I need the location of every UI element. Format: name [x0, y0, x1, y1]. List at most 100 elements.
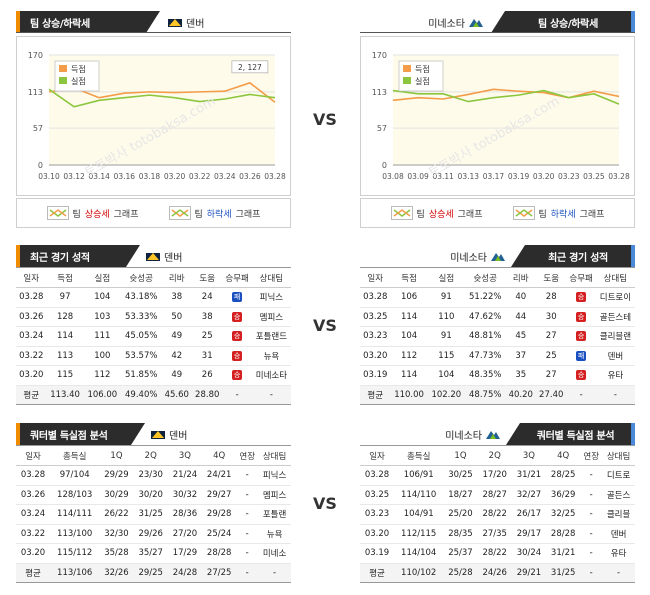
rise-suffix: 그래프	[113, 209, 139, 220]
table-cell: 30/24	[511, 543, 547, 564]
table-cell: 03.19	[360, 365, 391, 386]
legend-swatch	[59, 65, 67, 72]
opponent-link[interactable]: 디트로이	[595, 287, 635, 308]
table-cell: -	[236, 485, 259, 505]
denver-logo-icon	[168, 19, 182, 27]
table-cell: 25/24	[202, 524, 237, 544]
left-legend-bar: 팀 상승세 그래프 팀 하락세 그래프	[16, 198, 291, 228]
column-header: 승무패	[222, 267, 252, 288]
table-cell: 111	[83, 326, 121, 347]
table-cell: 03.20	[16, 365, 47, 386]
opponent-link[interactable]: 피닉스	[251, 287, 291, 308]
table-cell: 114	[390, 365, 428, 386]
table-row: 03.28 106 91 51.22% 40 28 승 디트로이	[360, 287, 635, 308]
x-tick-label: 03.09	[407, 172, 429, 181]
x-tick-label: 03.22	[189, 172, 211, 181]
table-cell: 97/104	[50, 465, 100, 486]
vs-label-middle: VS	[313, 316, 337, 335]
table-cell: 37	[505, 346, 536, 366]
average-cell: -	[251, 385, 291, 405]
opponent-link[interactable]: 디트로	[602, 465, 635, 486]
opponent-link[interactable]: 뉴욕	[258, 524, 291, 544]
table-cell: 30/25	[443, 465, 478, 486]
win-badge: 승	[576, 311, 587, 322]
x-tick-label: 03.25	[583, 172, 605, 181]
y-tick-label: 170	[372, 51, 387, 60]
x-tick-label: 03.24	[214, 172, 236, 181]
opponent-link[interactable]: 포틀랜	[258, 504, 291, 525]
right-team-name: 미네소타	[450, 252, 487, 264]
table-cell: 28/25	[546, 465, 581, 486]
x-tick-label: 03.12	[63, 172, 85, 181]
opponent-link[interactable]: 피닉스	[258, 465, 291, 486]
left-team-name: 덴버	[164, 252, 183, 264]
opponent-link[interactable]: 미네소	[258, 543, 291, 564]
y-tick-label: 0	[38, 161, 43, 170]
opponent-link[interactable]: 유타	[602, 543, 635, 564]
opponent-link[interactable]: 포틀랜드	[251, 326, 291, 347]
table-cell: 31	[191, 346, 223, 366]
opponent-link[interactable]: 골든스	[602, 485, 635, 505]
table-cell: 26	[191, 365, 223, 386]
average-cell: -	[595, 385, 635, 405]
rise-suffix: 그래프	[457, 209, 483, 220]
x-tick-label: 03.13	[458, 172, 480, 181]
table-header-row: 일자 득점 실점 슛성공 리바 도움 승무패 상대팀	[16, 267, 291, 288]
average-cell: 31/25	[546, 563, 581, 583]
table-cell: 24/21	[202, 465, 237, 486]
rise-graph-icon	[390, 206, 413, 220]
column-header: 일자	[360, 445, 395, 466]
table-cell: 03.25	[360, 307, 391, 327]
opponent-link[interactable]: 뉴욕	[251, 346, 291, 366]
table-cell: 25	[535, 346, 567, 366]
table-cell: 112/115	[394, 524, 444, 544]
table-cell: 25	[191, 326, 223, 347]
table-cell: 47.73%	[464, 346, 506, 366]
table-cell: 25/20	[443, 504, 478, 525]
table-cell: 32/30	[99, 524, 134, 544]
opponent-link[interactable]: 멤피스	[258, 485, 291, 505]
table-cell: 104	[390, 326, 428, 347]
opponent-link[interactable]: 골든스테	[595, 307, 635, 327]
column-header: 3Q	[167, 445, 203, 466]
table-cell: 112	[390, 346, 428, 366]
column-header: 슛성공	[120, 267, 162, 288]
opponent-link[interactable]: 클리블랜	[595, 326, 635, 347]
legend-label: 실점	[71, 76, 86, 86]
column-header: 도움	[191, 267, 223, 288]
table-cell: 48.35%	[464, 365, 506, 386]
table-cell: 28/35	[443, 524, 478, 544]
loss-badge: 패	[232, 292, 243, 303]
result-cell: 승	[566, 365, 596, 386]
opponent-link[interactable]: 덴버	[602, 524, 635, 544]
average-cell: 29/21	[511, 563, 547, 583]
opponent-link[interactable]: 미네소타	[251, 365, 291, 386]
table-cell: 27	[535, 326, 567, 347]
table-cell: 49	[161, 365, 192, 386]
opponent-link[interactable]: 멤피스	[251, 307, 291, 327]
table-cell: 38	[191, 307, 223, 327]
table-cell: -	[580, 543, 603, 564]
right-recent-table: 일자 득점 실점 슛성공 리바 도움 승무패 상대팀 03.28 106 91 51.22% 40 28 승…	[360, 267, 635, 405]
table-cell: 03.26	[16, 485, 51, 505]
column-header: 상대팀	[258, 445, 291, 466]
opponent-link[interactable]: 클리블	[602, 504, 635, 525]
minnesota-logo-icon	[491, 253, 505, 261]
table-cell: 21/24	[167, 465, 203, 486]
table-cell: 103	[83, 307, 121, 327]
opponent-link[interactable]: 유타	[595, 365, 635, 386]
rise-word: 상승세	[84, 209, 110, 220]
right-team-label: 미네소타	[450, 249, 505, 264]
column-header: 연장	[236, 445, 259, 466]
table-cell: 91	[427, 287, 465, 308]
win-badge: 승	[576, 331, 587, 342]
table-cell: 29/29	[99, 465, 134, 486]
opponent-link[interactable]: 덴버	[595, 346, 635, 366]
table-cell: 29/27	[202, 485, 237, 505]
table-header-row: 일자 총득실 1Q 2Q 3Q 4Q 연장 상대팀	[16, 445, 291, 466]
table-cell: 03.23	[360, 504, 395, 525]
series-line-over	[392, 88, 620, 102]
table-row: 03.19 114/104 25/37 28/22 30/24 31/21- 유타	[360, 543, 635, 564]
table-cell: -	[236, 504, 259, 525]
left-trend-title: 팀 상승/하락세	[16, 11, 146, 33]
